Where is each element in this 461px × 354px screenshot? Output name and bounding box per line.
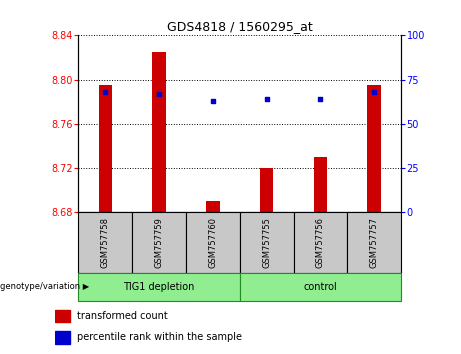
Text: GSM757755: GSM757755	[262, 217, 271, 268]
Bar	[186, 212, 240, 273]
Bar	[367, 85, 381, 212]
Point	[371, 89, 378, 95]
Text: GSM757757: GSM757757	[370, 217, 378, 268]
Point	[101, 89, 109, 95]
Text: control: control	[303, 282, 337, 292]
Bar	[55, 309, 70, 322]
Bar	[313, 157, 327, 212]
Point	[155, 91, 163, 97]
Bar	[78, 273, 240, 301]
Text: percentile rank within the sample: percentile rank within the sample	[77, 332, 242, 342]
Text: GSM757760: GSM757760	[208, 217, 217, 268]
Text: TIG1 depletion: TIG1 depletion	[124, 282, 195, 292]
Title: GDS4818 / 1560295_at: GDS4818 / 1560295_at	[167, 20, 313, 33]
Bar	[240, 273, 401, 301]
Bar	[294, 212, 347, 273]
Point	[209, 98, 217, 104]
Bar	[78, 212, 132, 273]
Text: transformed count: transformed count	[77, 311, 168, 321]
Text: genotype/variation ▶: genotype/variation ▶	[0, 282, 89, 291]
Bar	[152, 52, 166, 212]
Point	[317, 96, 324, 102]
Text: GSM757758: GSM757758	[101, 217, 110, 268]
Bar	[240, 212, 294, 273]
Text: GSM757756: GSM757756	[316, 217, 325, 268]
Bar	[206, 201, 219, 212]
Point	[263, 96, 270, 102]
Bar	[260, 168, 273, 212]
Bar	[55, 331, 70, 343]
Bar	[99, 85, 112, 212]
Bar	[347, 212, 401, 273]
Bar	[132, 212, 186, 273]
Text: GSM757759: GSM757759	[154, 217, 164, 268]
